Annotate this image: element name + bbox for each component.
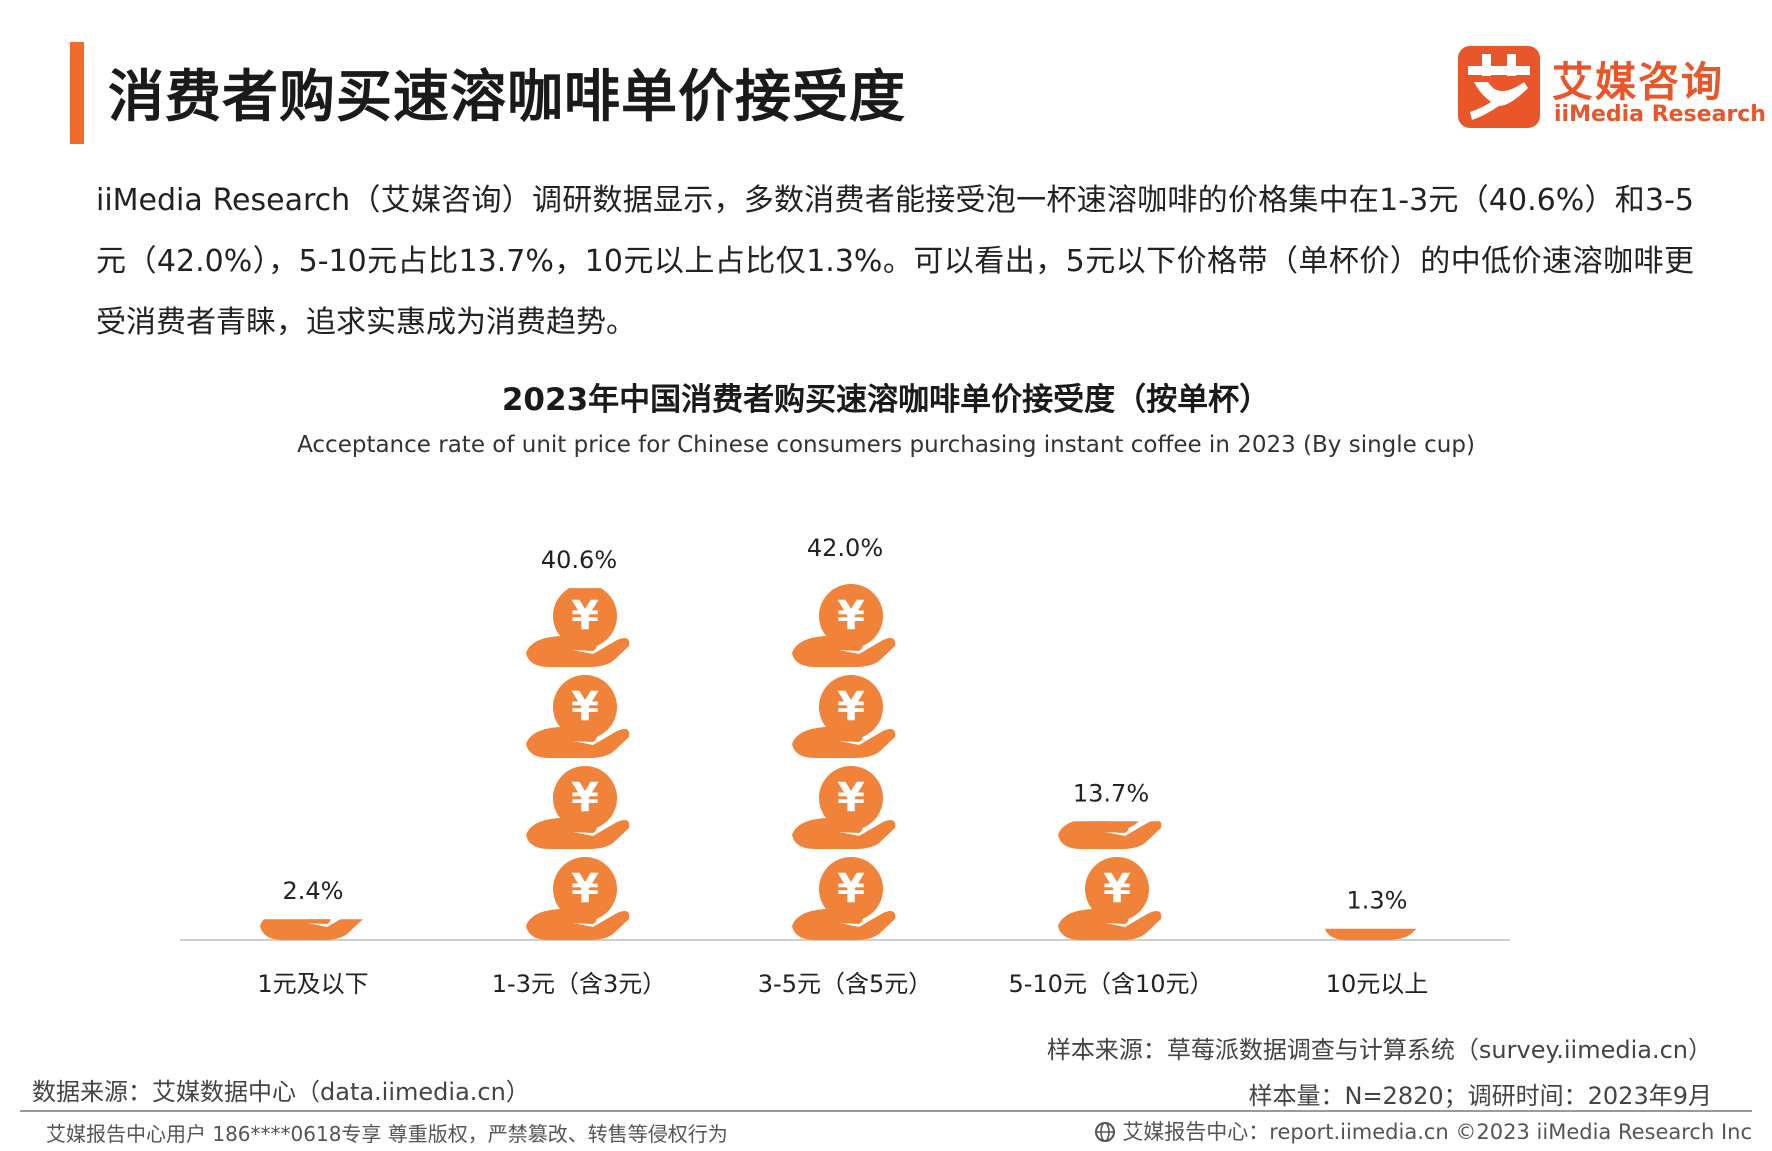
intro-paragraph: iiMedia Research（艾媒咨询）调研数据显示，多数消费者能接受泡一杯…: [96, 183, 1694, 340]
data-label-4: 13.7%: [1073, 779, 1149, 807]
data-label-5: 1.3%: [1347, 887, 1408, 915]
category-label-3: 3-5元（含5元）: [758, 970, 932, 998]
brand-logo: 艾媒咨询 iiMedia Research: [1458, 46, 1766, 132]
page-title: 消费者购买速溶咖啡单价接受度: [108, 65, 906, 130]
data-label-3: 42.0%: [807, 534, 883, 562]
bar-1: ¥: [260, 919, 363, 940]
bar-4: ¥¥: [1058, 821, 1162, 940]
footer-user-notice: 艾媒报告中心用户 186****0618专享 尊重版权，严禁篡改、转售等侵权行为: [46, 1122, 728, 1146]
footer-report-center-text: 艾媒报告中心：report.iimedia.cn ©2023 iiMedia R…: [1122, 1120, 1752, 1144]
logo-text-en: iiMedia Research: [1554, 102, 1766, 127]
bar-2: ¥ ¥ ¥ ¥: [526, 588, 630, 940]
logo-text-cn: 艾媒咨询: [1552, 58, 1724, 106]
svg-text:¥: ¥: [837, 684, 865, 730]
category-label-2: 1-3元（含3元）: [492, 970, 666, 998]
category-label-5: 10元以上: [1326, 970, 1429, 998]
data-label-2: 40.6%: [541, 546, 617, 574]
svg-text:¥: ¥: [1103, 866, 1131, 912]
svg-text:¥: ¥: [571, 775, 599, 821]
data-source: 数据来源：艾媒数据中心（data.iimedia.cn）: [32, 1078, 530, 1106]
svg-text:¥: ¥: [837, 775, 865, 821]
bar-5: ¥: [1324, 928, 1417, 940]
sample-source: 样本来源：草莓派数据调查与计算系统（survey.iimedia.cn）: [1046, 1036, 1712, 1064]
chart-subtitle: Acceptance rate of unit price for Chines…: [297, 432, 1475, 458]
iimedia-logo-icon: [1458, 46, 1540, 128]
title-accent-bar: [70, 42, 84, 144]
category-label-4: 5-10元（含10元）: [1008, 970, 1213, 998]
data-label-1: 2.4%: [283, 877, 344, 905]
footer-divider: [20, 1110, 1752, 1112]
svg-text:¥: ¥: [571, 684, 599, 730]
globe-icon: [1095, 1122, 1116, 1142]
svg-text:¥: ¥: [837, 866, 865, 912]
sample-info: 样本量：N=2820；调研时间：2023年9月: [1248, 1082, 1713, 1110]
category-label-1: 1元及以下: [257, 970, 368, 998]
footer-report-center: 艾媒报告中心：report.iimedia.cn ©2023 iiMedia R…: [1094, 1116, 1752, 1146]
svg-text:¥: ¥: [571, 866, 599, 912]
bar-3: ¥ ¥ ¥ ¥: [792, 584, 896, 940]
svg-text:¥: ¥: [571, 593, 599, 639]
chart-title: 2023年中国消费者购买速溶咖啡单价接受度（按单杯）: [501, 382, 1271, 418]
svg-text:¥: ¥: [837, 593, 865, 639]
